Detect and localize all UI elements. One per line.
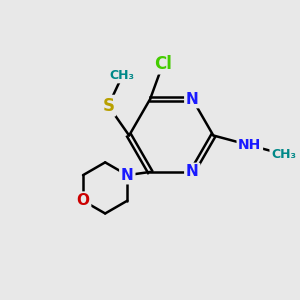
Text: N: N [186, 92, 199, 106]
Text: CH₃: CH₃ [109, 69, 134, 82]
Text: N: N [121, 168, 134, 183]
Text: N: N [186, 164, 199, 179]
Text: Cl: Cl [154, 55, 172, 73]
Text: NH: NH [238, 138, 261, 152]
Text: O: O [76, 193, 89, 208]
Text: CH₃: CH₃ [271, 148, 296, 161]
Text: S: S [102, 97, 114, 115]
